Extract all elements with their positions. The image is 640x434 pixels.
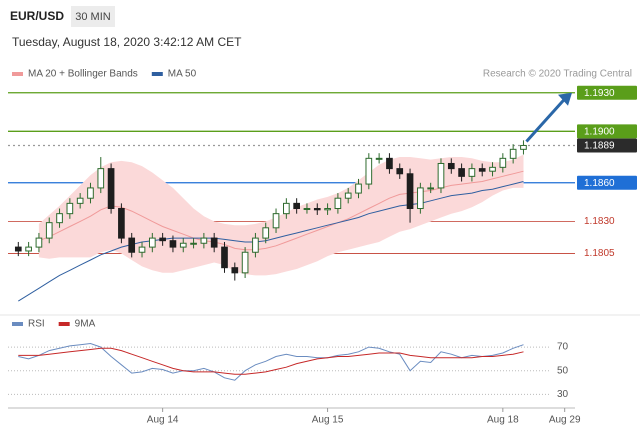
level-label-box (577, 138, 637, 153)
arrow-shaft (525, 98, 566, 143)
y-tick-label: 30 (557, 389, 569, 400)
timeframe: 30 MIN (75, 11, 111, 23)
candle-body (128, 237, 136, 253)
candle-body (344, 192, 352, 199)
candle-body (45, 222, 53, 239)
ma-line (18, 181, 524, 302)
legend-label: MA 20 + Bollinger Bands (28, 69, 138, 80)
candle-body (107, 168, 115, 210)
candle-body (520, 144, 527, 150)
candle-body (458, 168, 465, 177)
candle-body (375, 157, 383, 160)
candle-body (148, 237, 156, 248)
x-tick-label: Aug 18 (487, 415, 519, 426)
legend-swatch (12, 72, 23, 76)
candle-body (489, 166, 496, 172)
candle-body (87, 187, 94, 199)
level-label: 1.1860 (584, 178, 615, 189)
candle-body (303, 208, 311, 211)
candle-body (324, 208, 331, 211)
candle-body (200, 237, 208, 244)
legend-label: RSI (28, 319, 45, 330)
candle-body (210, 237, 218, 248)
candle-body (221, 246, 228, 269)
source: Research © 2020 Trading Central (483, 69, 632, 80)
candle-body (179, 242, 187, 248)
candle-body (97, 168, 105, 189)
candle-body (14, 246, 22, 252)
candle-body (396, 168, 404, 175)
candle-body (252, 237, 259, 253)
candle-body (293, 202, 300, 210)
x-tick-label: Aug 29 (549, 415, 581, 426)
candle-body (118, 208, 125, 239)
candle-body (437, 162, 445, 189)
candle-body (76, 197, 84, 204)
candle-body (447, 162, 455, 170)
candle-body (509, 148, 517, 159)
timestamp: Tuesday, August 18, 2020 3:42:12 AM CET (12, 35, 242, 49)
candle-body (56, 213, 63, 224)
level-label: 1.1805 (584, 248, 615, 259)
candle-body (25, 246, 32, 252)
x-tick-label: Aug 15 (312, 415, 344, 426)
level-label-box (577, 124, 637, 139)
arrow-head (558, 92, 572, 106)
candle-body (313, 208, 321, 211)
candle-body (365, 157, 373, 185)
timeframe-box (71, 6, 115, 27)
legend-swatch (12, 322, 23, 326)
level-label: 1.1830 (584, 216, 615, 227)
bollinger-band (38, 154, 524, 276)
y-tick-label: 70 (557, 342, 569, 353)
candle-body (478, 168, 486, 172)
candle-body (406, 173, 414, 210)
legend-label: 9MA (75, 319, 96, 330)
level-label: 1.1930 (584, 88, 615, 99)
candle-body (190, 242, 197, 245)
candle-body (138, 246, 146, 253)
candle-body (169, 240, 177, 248)
candle-body (35, 237, 43, 248)
level-label-box (577, 85, 637, 100)
candle-body (66, 202, 74, 215)
legend-label: MA 50 (168, 69, 197, 80)
candle-body (334, 197, 342, 210)
x-tick-label: Aug 14 (147, 415, 179, 426)
candle-body (272, 213, 280, 229)
legend-swatch (151, 72, 163, 76)
candle-body (283, 202, 290, 215)
legend-swatch (58, 322, 70, 326)
candle-body (231, 267, 239, 274)
level-label-box (577, 175, 637, 190)
pair: EUR/USD (10, 9, 64, 23)
candle-body (262, 227, 270, 239)
candle-body (468, 168, 476, 177)
candle-body (386, 157, 393, 170)
candle-body (241, 251, 249, 274)
level-label: 1.1900 (584, 126, 615, 137)
candle-body (417, 187, 424, 210)
candle-body (427, 187, 435, 190)
candle-body (499, 157, 507, 168)
level-label: 1.1889 (584, 141, 615, 152)
y-tick-label: 50 (557, 365, 569, 376)
indicator-line (18, 347, 524, 375)
candle-body (159, 237, 166, 242)
candle-body (355, 183, 362, 194)
